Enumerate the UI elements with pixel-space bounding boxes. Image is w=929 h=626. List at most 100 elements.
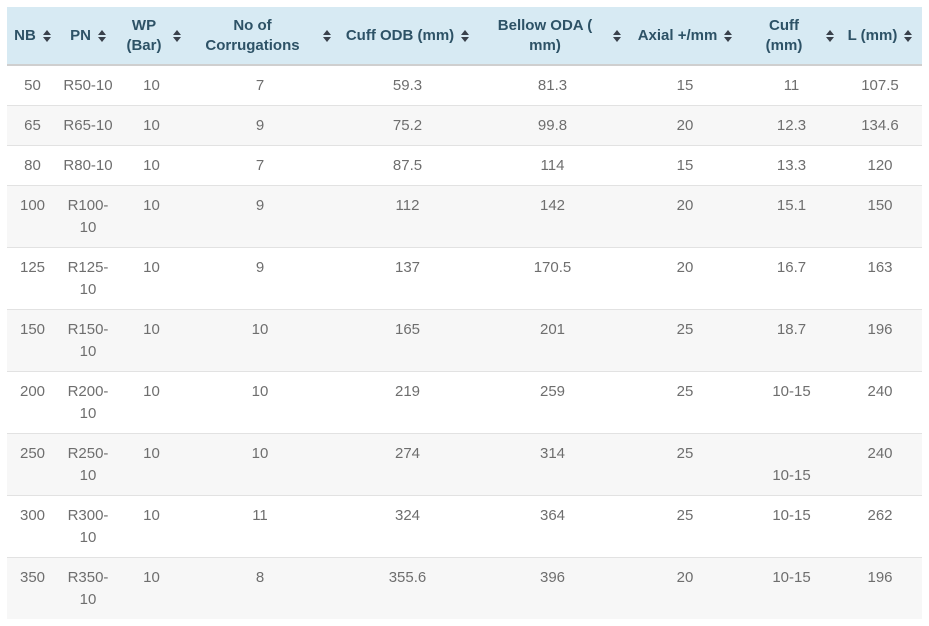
table-cell: 25 [625, 495, 745, 558]
table-row: 200 R200-10 10 10 219 259 25 10-15 240 [7, 371, 922, 434]
column-header-pn[interactable]: PN [58, 7, 118, 66]
column-header-l[interactable]: L (mm) [838, 7, 922, 66]
table-cell: R80-10 [58, 145, 118, 186]
table-cell: 10-15 [745, 371, 838, 434]
column-header-label: PN [70, 26, 91, 44]
table-cell: 20 [625, 247, 745, 310]
table-cell: R100-10 [58, 185, 118, 248]
table-cell: 87.5 [335, 145, 480, 186]
table-header-row: NB PN WP (Bar) [7, 7, 922, 66]
table-cell: 10 [118, 371, 185, 434]
table-cell: 137 [335, 247, 480, 310]
table-row: 50 R50-10 10 7 59.3 81.3 15 11 107.5 [7, 65, 922, 106]
sort-both-icon[interactable] [323, 29, 331, 42]
sort-both-icon[interactable] [173, 29, 181, 42]
table-cell: 150 [7, 309, 58, 372]
table-cell: 355.6 [388, 569, 427, 586]
table-cell: 10 [185, 309, 335, 372]
table-row: 150 R150-10 10 10 165 201 25 18.7 196 [7, 309, 922, 372]
table-row: 80 R80-10 10 7 87.5 114 15 13.3 120 [7, 145, 922, 186]
table-cell: 20 [676, 569, 694, 586]
table-cell: 396 [539, 569, 566, 586]
column-header-no-of-corrugations[interactable]: No of Corrugations [185, 7, 335, 66]
table-cell: 11 [185, 495, 335, 558]
table-cell: 240 [838, 433, 922, 496]
table-cell: 50 [7, 65, 58, 106]
sort-both-icon[interactable] [42, 29, 51, 42]
sort-both-icon[interactable] [904, 29, 913, 42]
table-cell: 10 [118, 65, 185, 106]
table-cell: 10-15 [772, 569, 811, 586]
table-cell: 10 [118, 185, 185, 248]
table-cell: 13.3 [745, 145, 838, 186]
table-cell: 9 [185, 185, 335, 248]
table-cell: 59.3 [335, 65, 480, 106]
table-cell: 120 [838, 145, 922, 186]
column-header-label: No of Corrugations [205, 16, 300, 54]
table-cell: 165 [335, 309, 480, 372]
table-cell: 75.2 [335, 105, 480, 146]
table-cell: 18.7 [745, 309, 838, 372]
table-cell: 7 [185, 145, 335, 186]
sort-both-icon[interactable] [461, 29, 470, 42]
column-header-wp-bar[interactable]: WP (Bar) [118, 7, 185, 66]
table-cell: R350-10 [67, 569, 109, 608]
table-cell: 25 [625, 309, 745, 372]
table-cell: 10 [185, 433, 335, 496]
table-row: 100 R100-10 10 9 112 142 20 15.1 150 [7, 185, 922, 248]
column-header-cuff-odb[interactable]: Cuff ODB (mm) [335, 7, 480, 66]
column-header-label: WP (Bar) [126, 16, 162, 54]
table-cell: 10 [143, 569, 160, 586]
table-cell: 142 [480, 185, 625, 248]
table-cell: 10 [118, 247, 185, 310]
table-cell: 16.7 [745, 247, 838, 310]
table-cell: 274 [335, 433, 480, 496]
table-cell: 20 [625, 105, 745, 146]
table-cell: 8 [255, 569, 265, 586]
specifications-table: NB PN WP (Bar) [7, 7, 922, 619]
table-cell: 259 [480, 371, 625, 434]
column-header-axial[interactable]: Axial +/mm [625, 7, 745, 66]
table-cell: 201 [480, 309, 625, 372]
table-cell: 350 [19, 569, 46, 586]
table-cell: 12.3 [745, 105, 838, 146]
table-cell: R125-10 [58, 247, 118, 310]
table-cell: 107.5 [838, 65, 922, 106]
table-cell: 15 [625, 65, 745, 106]
table-cell: 10-15 [745, 495, 838, 558]
table-cell: R250-10 [58, 433, 118, 496]
column-header-cuff[interactable]: Cuff (mm) [745, 7, 838, 66]
table-cell: 324 [335, 495, 480, 558]
sort-both-icon[interactable] [826, 29, 834, 42]
table-cell: 10 [118, 145, 185, 186]
table-cell: 170.5 [480, 247, 625, 310]
column-header-label: Cuff (mm) [765, 16, 803, 54]
column-header-label: Bellow ODA ( mm) [497, 16, 593, 54]
table-cell: 10 [118, 433, 185, 496]
table-cell: 10-15 [745, 433, 838, 496]
table-cell: 7 [185, 65, 335, 106]
table-body: 50 R50-10 10 7 59.3 81.3 15 11 107.5 65 R65-10 10 9 7… [7, 65, 922, 619]
sort-both-icon[interactable] [613, 29, 621, 42]
table-cell: R300-10 [58, 495, 118, 558]
table-cell: 114 [480, 145, 625, 186]
column-header-bellow-oda[interactable]: Bellow ODA ( mm) [480, 7, 625, 66]
table-cell: 99.8 [480, 105, 625, 146]
table-cell: 9 [185, 105, 335, 146]
table-cell: 25 [625, 371, 745, 434]
table-cell: R65-10 [58, 105, 118, 146]
table-cell: 300 [7, 495, 58, 558]
table-cell: 112 [335, 185, 480, 248]
table-cell: 11 [745, 65, 838, 106]
table-cell: 9 [185, 247, 335, 310]
sort-both-icon[interactable] [97, 29, 106, 42]
table-cell: 196 [838, 309, 922, 372]
table-cell: 314 [480, 433, 625, 496]
sort-both-icon[interactable] [724, 29, 733, 42]
table-cell: 125 [7, 247, 58, 310]
table-cell: 163 [838, 247, 922, 310]
table-row: 350 R350-10 10 8 355.6 396 20 10-15 196 [7, 557, 922, 619]
table-row: 250 R250-10 10 10 274 314 25 10-15 240 [7, 433, 922, 496]
column-header-nb[interactable]: NB [7, 7, 58, 66]
column-header-label: Axial +/mm [637, 26, 718, 44]
